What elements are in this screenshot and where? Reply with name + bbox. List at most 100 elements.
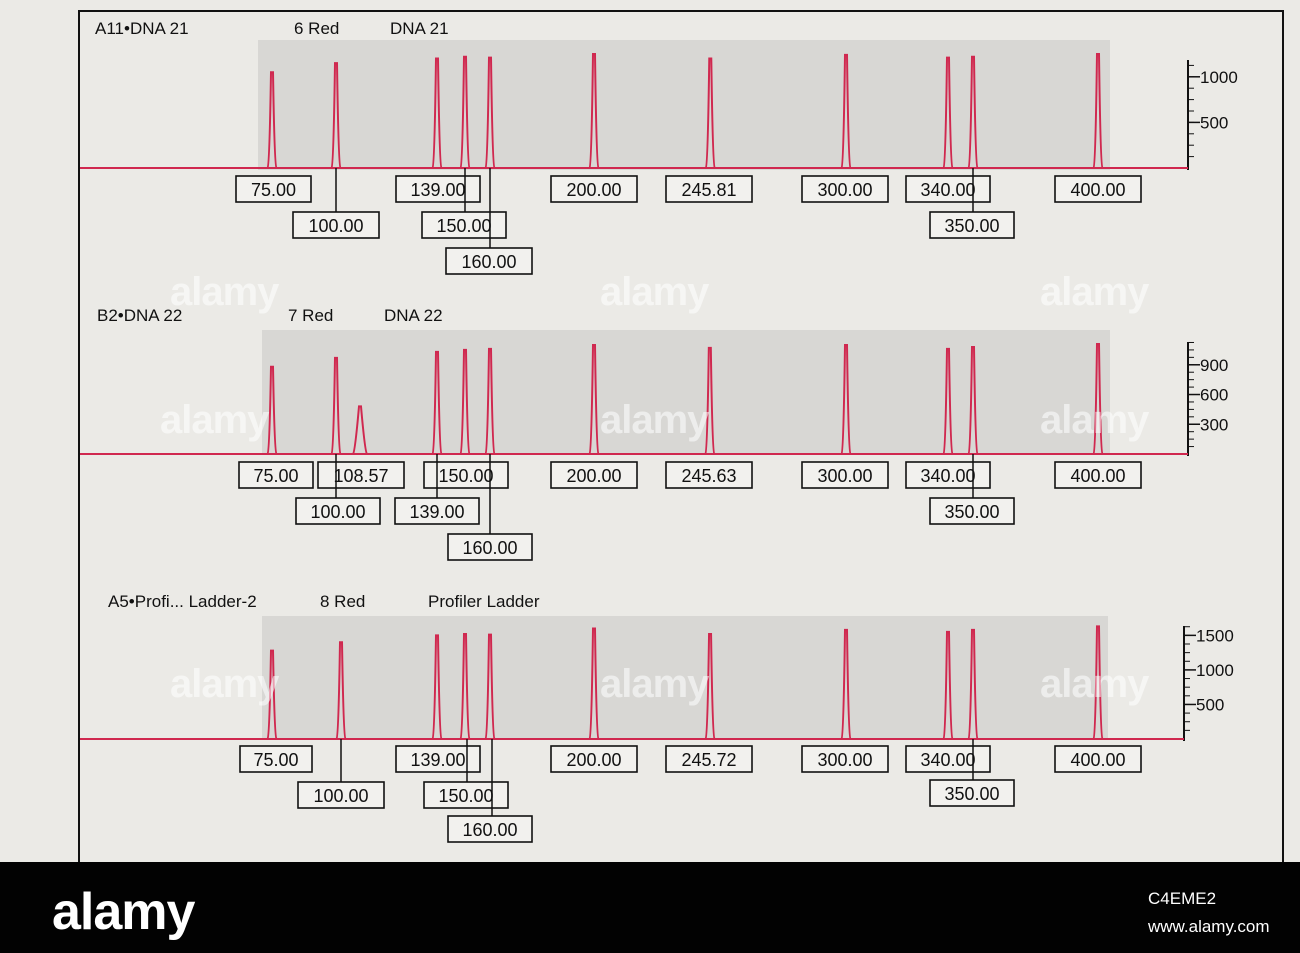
size-label-box <box>447 533 533 561</box>
size-label: 200.00 <box>566 750 621 770</box>
peak <box>484 633 496 740</box>
size-label-box <box>238 461 314 489</box>
peak <box>459 632 471 740</box>
panel-sample: A5•Profi... Ladder-2 <box>108 592 257 611</box>
size-label: 100.00 <box>313 786 368 806</box>
peak <box>330 356 342 455</box>
size-label: 245.63 <box>681 466 736 486</box>
peak <box>266 71 278 169</box>
size-label: 139.00 <box>409 502 464 522</box>
size-label-box <box>905 461 991 489</box>
size-label-box <box>550 461 638 489</box>
size-label-box <box>929 779 1015 807</box>
size-label: 150.00 <box>438 786 493 806</box>
size-label: 100.00 <box>310 502 365 522</box>
size-label: 150.00 <box>438 466 493 486</box>
size-label-box <box>550 175 638 203</box>
size-label: 400.00 <box>1070 180 1125 200</box>
size-label-box <box>447 815 533 843</box>
peak <box>967 55 979 169</box>
size-label: 75.00 <box>253 466 298 486</box>
size-label: 340.00 <box>920 180 975 200</box>
peak <box>431 634 443 740</box>
size-label: 160.00 <box>462 820 517 840</box>
peak <box>335 641 347 740</box>
size-label-box <box>665 461 753 489</box>
size-label: 75.00 <box>253 750 298 770</box>
peak <box>1092 53 1104 169</box>
panel-dye: 8 Red <box>320 592 365 611</box>
size-label-box <box>929 497 1015 525</box>
size-label-box <box>801 461 889 489</box>
y-tick-label: 300 <box>1200 415 1228 434</box>
y-tick-label: 600 <box>1200 386 1228 405</box>
size-label-box <box>801 745 889 773</box>
peak <box>484 56 496 169</box>
peak <box>840 343 852 455</box>
peak <box>942 630 954 740</box>
peak <box>484 347 496 455</box>
peak <box>330 62 342 169</box>
size-label-box <box>550 745 638 773</box>
peak <box>459 55 471 169</box>
size-label: 300.00 <box>817 750 872 770</box>
size-label: 400.00 <box>1070 750 1125 770</box>
scan-region <box>262 616 1108 738</box>
size-label: 139.00 <box>410 180 465 200</box>
y-tick-label: 1000 <box>1200 68 1238 87</box>
peak <box>967 628 979 740</box>
size-label-box <box>239 745 313 773</box>
peak <box>942 56 954 169</box>
size-label: 100.00 <box>308 216 363 236</box>
panel-sample: A11•DNA 21 <box>95 19 189 38</box>
size-label-box <box>665 175 753 203</box>
peak <box>352 405 368 455</box>
peak <box>1092 342 1104 455</box>
footer-bar: alamy C4EME2 www.alamy.com <box>0 862 1300 953</box>
peak <box>967 345 979 455</box>
panel-label: DNA 22 <box>384 306 443 325</box>
size-label-box <box>1054 745 1142 773</box>
panel-dye: 7 Red <box>288 306 333 325</box>
peak <box>704 57 716 169</box>
size-label-box <box>394 497 480 525</box>
panel-label: Profiler Ladder <box>428 592 540 611</box>
size-label-box <box>445 247 533 275</box>
panel-label: DNA 21 <box>390 19 449 38</box>
peak <box>588 343 600 455</box>
size-label-box <box>423 781 509 809</box>
size-label: 75.00 <box>251 180 296 200</box>
size-label-box <box>665 745 753 773</box>
peak <box>704 346 716 455</box>
peak <box>588 53 600 169</box>
size-label-box <box>905 745 991 773</box>
size-label: 350.00 <box>944 502 999 522</box>
peak <box>840 628 852 740</box>
size-label-box <box>297 781 385 809</box>
size-label: 200.00 <box>566 180 621 200</box>
y-tick-label: 500 <box>1196 695 1224 714</box>
size-label: 350.00 <box>944 784 999 804</box>
panel-sample: B2•DNA 22 <box>97 306 182 325</box>
y-tick-label: 1000 <box>1196 661 1234 680</box>
size-label-box <box>421 211 507 239</box>
size-label: 160.00 <box>461 252 516 272</box>
image-id: C4EME2 <box>1148 889 1217 908</box>
peak <box>459 348 471 455</box>
size-label: 160.00 <box>462 538 517 558</box>
size-label-box <box>395 745 481 773</box>
peak <box>266 365 278 455</box>
panel-dye: 6 Red <box>294 19 339 38</box>
size-label-box <box>317 461 405 489</box>
size-label-box <box>295 497 381 525</box>
peak <box>704 632 716 740</box>
size-label-box <box>395 175 481 203</box>
size-label-box <box>905 175 991 203</box>
scan-region <box>258 40 1110 170</box>
size-label-box <box>929 211 1015 239</box>
scan-region <box>262 330 1110 454</box>
size-label-box <box>1054 175 1142 203</box>
site-url: www.alamy.com <box>1148 917 1270 936</box>
size-label: 350.00 <box>944 216 999 236</box>
printout-frame <box>78 10 1284 880</box>
